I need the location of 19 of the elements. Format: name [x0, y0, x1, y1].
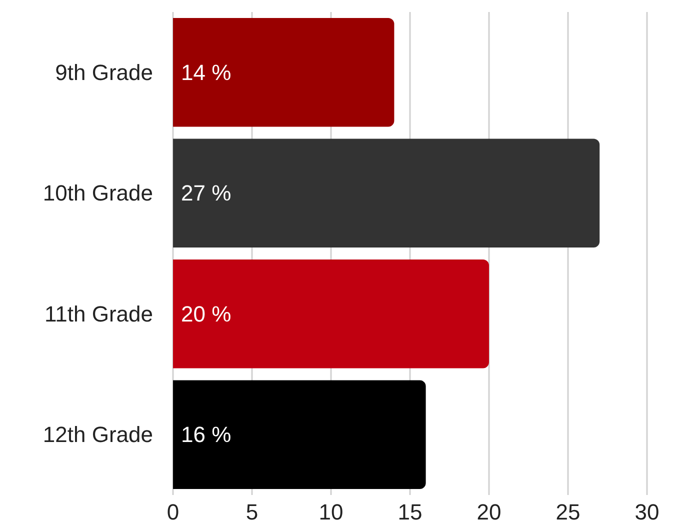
data-label: 16 %: [181, 422, 232, 448]
bar: [173, 138, 600, 248]
x-tick-label: 15: [398, 500, 422, 524]
bar: [173, 18, 394, 127]
x-tick-label: 20: [476, 500, 502, 524]
x-tick-label: 30: [634, 500, 660, 524]
y-tick-label: 11th Grade: [44, 301, 153, 326]
x-tick-label: 25: [556, 500, 580, 524]
x-tick-label: 5: [246, 500, 258, 524]
x-tick-label: 0: [166, 500, 180, 524]
bar: [173, 380, 426, 489]
y-tick-label: 12th Grade: [42, 422, 153, 448]
x-tick-label: 10: [318, 500, 344, 524]
data-label: 20 %: [181, 301, 232, 326]
y-tick-label: 9th Grade: [55, 60, 153, 85]
y-tick-label: 10th Grade: [42, 180, 153, 206]
data-label: 27 %: [181, 180, 232, 206]
bar: [173, 260, 489, 368]
data-label: 14 %: [181, 60, 232, 85]
